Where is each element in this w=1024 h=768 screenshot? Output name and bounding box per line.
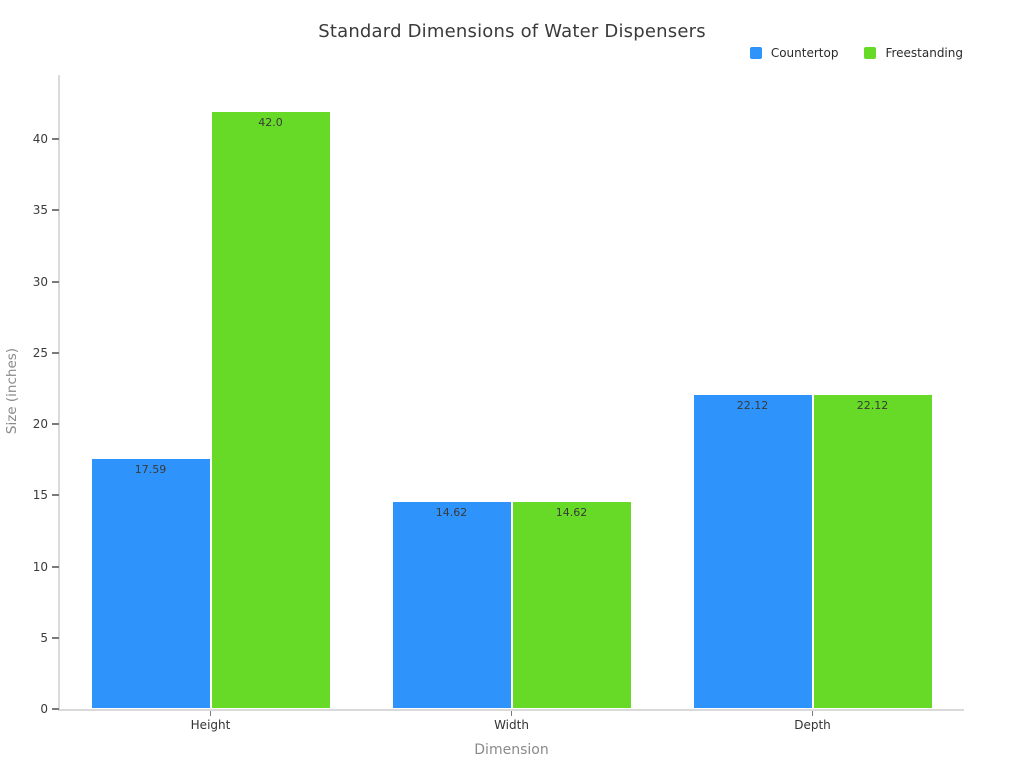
bar-value-label: 22.12 <box>856 398 889 412</box>
legend-item-countertop: Countertop <box>749 46 839 60</box>
bar-freestanding-width <box>511 500 632 709</box>
x-tick-mark <box>511 711 512 716</box>
y-tick-label: 40 <box>32 132 48 147</box>
bar-freestanding-depth <box>812 393 933 709</box>
bar-value-label: 14.62 <box>555 505 588 519</box>
x-axis-title: Dimension <box>474 742 549 758</box>
x-tick-label: Height <box>190 718 231 732</box>
x-tick-label: Width <box>494 718 529 732</box>
legend-label: Freestanding <box>885 46 963 60</box>
y-tick-mark <box>52 209 59 212</box>
legend-swatch-icon <box>864 47 877 59</box>
y-tick-mark <box>52 708 59 710</box>
x-axis-line <box>58 709 964 711</box>
y-tick-label: 5 <box>40 630 48 645</box>
x-tick-label: Depth <box>794 718 831 732</box>
y-tick-mark <box>52 280 59 283</box>
y-tick-label: 20 <box>32 417 48 432</box>
legend-swatch-icon <box>749 47 762 59</box>
bar-countertop-depth <box>692 393 813 709</box>
y-tick-mark <box>52 138 59 141</box>
bar-value-label: 42.0 <box>258 115 283 129</box>
y-axis-title: Size (inches) <box>4 347 20 435</box>
y-tick-label: 35 <box>32 203 48 218</box>
bar-freestanding-height <box>210 110 331 709</box>
y-tick-label: 25 <box>32 345 48 360</box>
legend-label: Countertop <box>770 46 839 60</box>
chart-title: Standard Dimensions of Water Dispensers <box>318 21 706 42</box>
y-axis-line <box>58 75 60 711</box>
bar-countertop-height <box>90 458 211 709</box>
legend: Countertop Freestanding <box>749 46 963 60</box>
y-tick-label: 15 <box>32 488 48 503</box>
y-tick-mark <box>52 636 59 639</box>
y-tick-mark <box>52 423 59 426</box>
y-tick-label: 10 <box>32 559 48 574</box>
x-tick-mark <box>210 711 211 716</box>
bar-value-label: 14.62 <box>435 505 468 519</box>
y-tick-mark <box>52 565 59 568</box>
bar-value-label: 17.59 <box>134 463 167 477</box>
x-tick-mark <box>812 711 813 716</box>
y-tick-mark <box>52 351 59 354</box>
legend-item-freestanding: Freestanding <box>864 46 963 60</box>
y-tick-label: 0 <box>40 702 48 716</box>
bar-value-label: 22.12 <box>736 398 769 412</box>
bar-countertop-width <box>391 500 512 709</box>
y-tick-label: 30 <box>32 274 48 289</box>
y-tick-mark <box>52 494 59 497</box>
